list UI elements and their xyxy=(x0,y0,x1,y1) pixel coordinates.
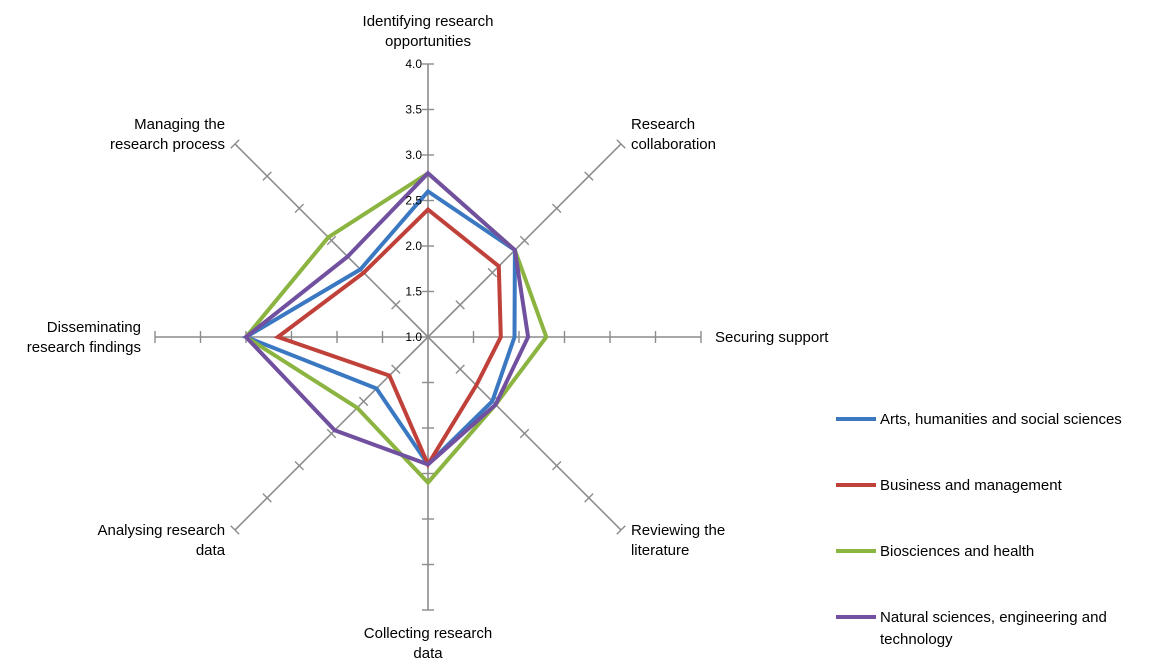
tick-label: 1.5 xyxy=(405,285,422,299)
category-label-layer: Identifying research opportunities Researc… xyxy=(27,13,829,662)
axis-tick xyxy=(294,460,305,471)
axis-tick xyxy=(551,460,562,471)
axes-layer xyxy=(154,63,702,611)
axis-tick xyxy=(551,203,562,214)
legend: Arts, humanities and social sciences Busi… xyxy=(836,411,1122,648)
series-polygon-3 xyxy=(243,170,549,486)
tick-label: 3.5 xyxy=(405,103,422,117)
axis-tick xyxy=(230,139,240,149)
category-label: Securing support xyxy=(715,329,829,346)
axis-tick xyxy=(294,203,305,214)
axis-tick xyxy=(519,428,530,439)
axis-tick xyxy=(326,235,337,246)
tick-label: 3.0 xyxy=(405,148,422,162)
category-label: Disseminating research findings xyxy=(27,319,141,356)
category-label: Analysing research data xyxy=(97,522,225,559)
tick-label: 2.0 xyxy=(405,239,422,253)
category-label: Research collaboration xyxy=(631,116,716,153)
legend-label: Natural sciences, engineering and technol… xyxy=(880,609,1107,648)
axis-tick xyxy=(391,364,401,374)
tick-label-layer: 1.0 1.5 2.0 2.5 3.0 3.5 4.0 xyxy=(405,57,422,344)
axis-tick xyxy=(262,493,272,503)
axis-tick xyxy=(262,171,272,181)
axis-tick xyxy=(584,493,594,503)
category-label: Collecting research data xyxy=(364,625,492,662)
axis-tick xyxy=(616,525,626,535)
axis-tick xyxy=(455,300,465,310)
series-layer xyxy=(241,170,549,486)
category-label: Reviewing the literature xyxy=(631,522,725,559)
legend-label: Arts, humanities and social sciences xyxy=(880,411,1122,428)
legend-label: Business and management xyxy=(880,477,1063,494)
axis-tick xyxy=(326,428,337,439)
legend-label: Biosciences and health xyxy=(880,543,1034,560)
axis-tick xyxy=(455,364,465,374)
series-polygon-4 xyxy=(243,170,531,467)
category-label: Managing the research process xyxy=(110,116,225,153)
axis-tick xyxy=(487,267,498,278)
axis-tick xyxy=(391,300,401,310)
axis-tick xyxy=(584,171,594,181)
tick-label: 2.5 xyxy=(405,194,422,208)
axis-tick xyxy=(358,396,369,407)
axis-tick xyxy=(616,139,626,149)
tick-label: 4.0 xyxy=(405,57,422,71)
axis-tick xyxy=(230,525,240,535)
category-label: Identifying research opportunities xyxy=(363,13,494,50)
axis-tick xyxy=(519,235,530,246)
tick-label: 1.0 xyxy=(405,330,422,344)
